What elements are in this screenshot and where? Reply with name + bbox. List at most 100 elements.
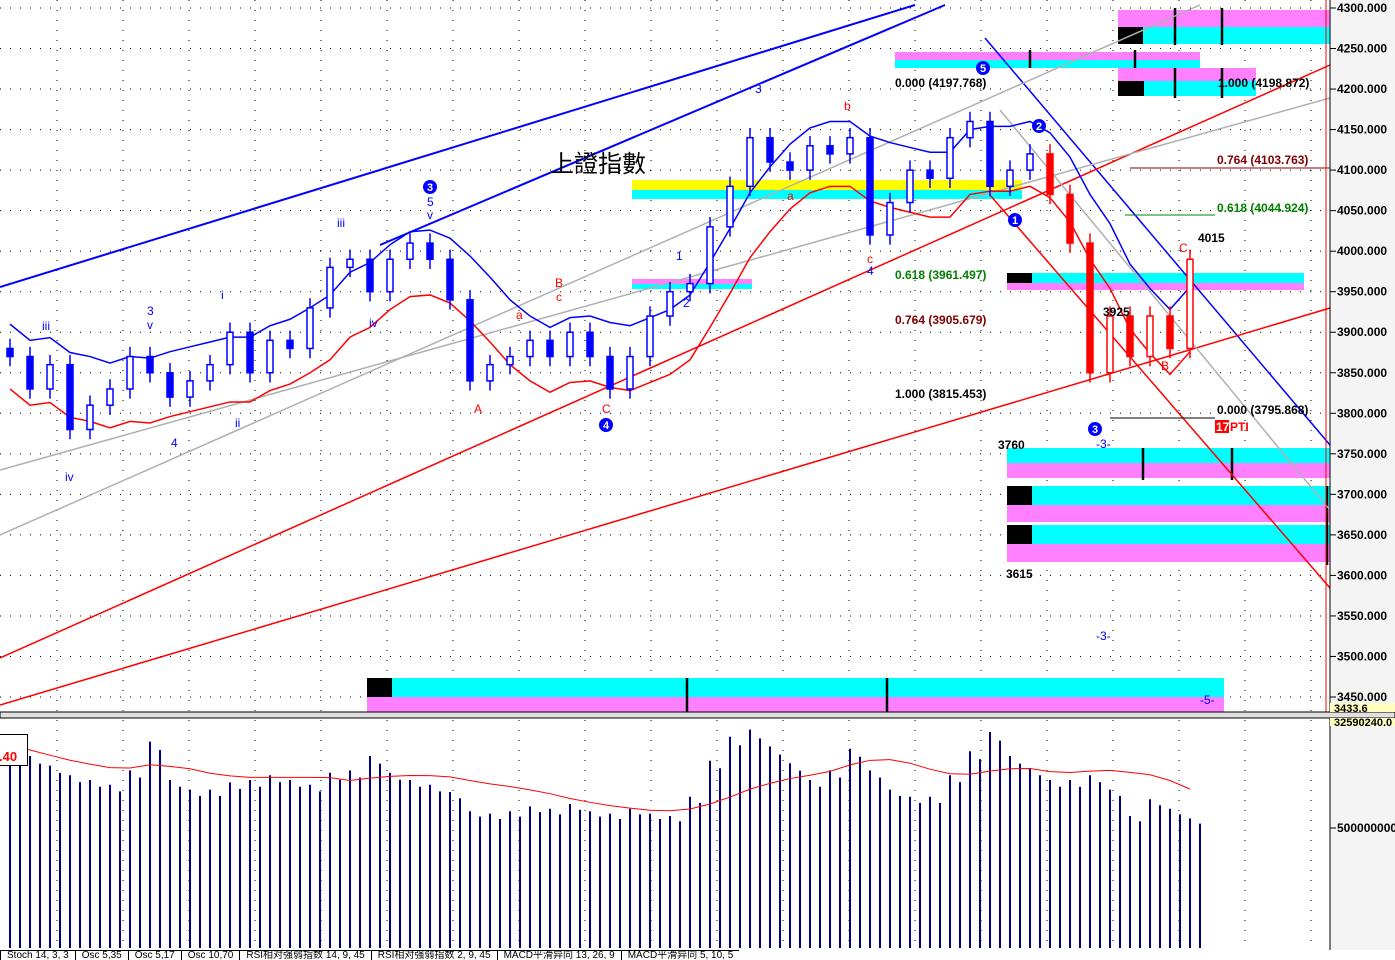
axis-tick-label: 3450.000 [1337, 690, 1387, 704]
candle-body [566, 331, 574, 358]
wave-label: v [147, 318, 153, 332]
candle-body [6, 347, 14, 358]
fib-label: 1.000 (4198.872) [1218, 76, 1309, 90]
axis-tick-label: 3650.000 [1337, 528, 1387, 542]
trendline-gray[interactable] [0, 97, 1331, 471]
candle-body [666, 290, 674, 317]
tab-macd-13[interactable]: MACD平滑异同 13, 26, 9 [496, 950, 621, 960]
fib-label: 0.000 (3795.868) [1217, 403, 1308, 417]
fib-label: 0.618 (4044.924) [1217, 201, 1308, 215]
tab-rsi-2[interactable]: RSI相对强弱指数 2, 9, 45 [370, 950, 497, 960]
trendline-blue[interactable] [0, 4, 916, 288]
fib-label: 0.764 (3905.679) [895, 313, 986, 327]
band [632, 190, 1022, 199]
candle-body [1166, 315, 1174, 350]
fib-label: 0.764 (4103.763) [1217, 153, 1308, 167]
candle-body [366, 258, 374, 293]
tab-stoch[interactable]: Stoch 14, 3, 3 [0, 950, 75, 960]
panel-splitter[interactable] [0, 711, 1395, 719]
axis-tick-label: 3500.000 [1337, 649, 1387, 663]
zone-bands [367, 8, 1330, 712]
wave-label: 4 [867, 264, 874, 278]
candle-body [126, 355, 134, 390]
axis-tick-label: 3750.000 [1337, 447, 1387, 461]
price-axis[interactable] [1330, 0, 1395, 950]
candle-body [846, 136, 854, 155]
candle-body [66, 363, 74, 431]
volume-readout: 32590240.0 [1334, 717, 1392, 729]
axis-tick-label: 4050.000 [1337, 204, 1387, 218]
band [1007, 525, 1330, 544]
tab-osc-5-35[interactable]: Osc 5,35 [74, 950, 128, 960]
candle-body [746, 136, 754, 188]
wave-label: -3- [1096, 437, 1111, 451]
candle-body [426, 242, 434, 261]
band-block [1007, 486, 1032, 505]
axis-tick-label: 3700.000 [1337, 487, 1387, 501]
band [1007, 505, 1330, 522]
wave-labels: iii 3 v 4 iv ii i iii iv 5 v 1 2 3 4 -3-… [42, 82, 1215, 707]
axis-tick-label: 3900.000 [1337, 325, 1387, 339]
wave-circle: 1 [1008, 213, 1022, 227]
axis-tick-label: 3950.000 [1337, 285, 1387, 299]
candle-body [266, 339, 274, 374]
price-readout: 3433.6 [1334, 703, 1368, 715]
candle-body [1126, 315, 1134, 358]
level-label: 3760 [998, 438, 1025, 452]
axis-tick-label: 4300.000 [1337, 1, 1387, 15]
band [1007, 448, 1330, 463]
band [1007, 273, 1304, 283]
candle-body [886, 201, 894, 236]
candle-body [106, 388, 114, 406]
fib-label: 1.000 (3815.453) [895, 387, 986, 401]
band-block [1007, 273, 1032, 283]
axis-tick-label: 3850.000 [1337, 366, 1387, 380]
wave-label: 2 [683, 296, 690, 310]
wave-label: iv [65, 470, 74, 484]
candle-body [1026, 153, 1034, 171]
band [1007, 486, 1330, 505]
svg-text:3: 3 [427, 182, 433, 194]
trendline-blue[interactable] [984, 37, 1331, 446]
trendline-red[interactable] [0, 307, 1331, 706]
candle-body [186, 380, 194, 398]
trendline-blue[interactable] [379, 4, 946, 246]
candle-body [346, 258, 354, 269]
candle-body [526, 339, 534, 358]
candle-body [386, 258, 394, 293]
band [1118, 27, 1330, 44]
candle-body [626, 355, 634, 390]
axis-tick-label: 3550.000 [1337, 609, 1387, 623]
trendline-gray[interactable] [999, 109, 1331, 511]
pti-count: 17 [1216, 420, 1230, 434]
candles [6, 111, 1194, 440]
wave-label: c [867, 252, 873, 266]
tab-macd-5[interactable]: MACD平滑异同 5, 10, 5 [620, 950, 740, 960]
tab-osc-5-17[interactable]: Osc 5,17 [127, 950, 181, 960]
wave-label: C [602, 402, 611, 416]
candle-body [706, 226, 714, 285]
candle-body [46, 363, 54, 390]
wave-label: 4 [171, 436, 178, 450]
wave-label: B [555, 276, 563, 290]
band [367, 697, 1224, 712]
wave-circle: 3 [423, 180, 437, 194]
tab-rsi-14[interactable]: RSI相对强弱指数 14, 9, 45 [239, 950, 371, 960]
axis-tick-label: 3600.000 [1337, 568, 1387, 582]
wave-label: -3- [1096, 629, 1111, 643]
axis-tick-label: 4000.000 [1337, 244, 1387, 258]
band [1118, 10, 1330, 27]
trendline-gray[interactable] [0, 4, 1201, 536]
candle-body [966, 120, 974, 139]
wave-label: i [221, 288, 224, 302]
wave-label: a [787, 189, 794, 203]
trendline-red[interactable] [989, 194, 1331, 589]
level-label: 3925 [1103, 305, 1130, 319]
fib-labels: 0.000 (4197.768) 1.000 (4198.872) 0.764 … [895, 76, 1309, 581]
candle-body [546, 339, 554, 358]
axis-tick-label: 4150.000 [1337, 123, 1387, 137]
candle-body [1106, 315, 1114, 374]
tab-osc-10-70[interactable]: Osc 10,70 [180, 950, 240, 960]
trendline-red[interactable] [0, 64, 1331, 659]
